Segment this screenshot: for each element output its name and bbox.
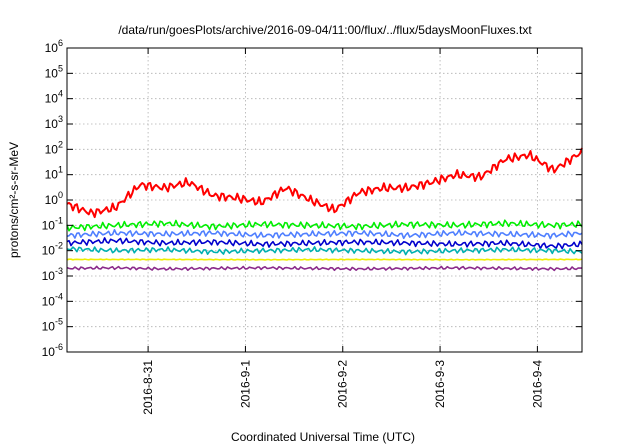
y-axis-label: protons/cm²-s-sr-MeV <box>7 142 21 258</box>
series-line <box>66 229 583 240</box>
y-tick-label: 104 <box>45 89 63 106</box>
x-axis-label: Coordinated Universal Time (UTC) <box>231 430 415 444</box>
y-tick-label: 105 <box>45 63 63 80</box>
x-tick-label: 2016-9-4 <box>530 360 544 408</box>
x-tick-label: 2016-9-2 <box>336 360 350 408</box>
y-tick-label: 10-3 <box>42 266 63 283</box>
series-line <box>66 258 583 261</box>
series-line <box>66 237 583 250</box>
y-tick-label: 10-4 <box>42 291 63 308</box>
x-axis: 2016-8-31 2016-9-1 2016-9-2 2016-9-3 2016-9-… <box>141 48 544 415</box>
x-tick-label: 2016-8-31 <box>141 360 155 415</box>
y-tick-label: 102 <box>45 139 63 156</box>
grid-lines <box>67 48 582 352</box>
y-tick-label: 100 <box>45 190 63 207</box>
y-axis: 10-6 10-5 10-4 10-3 10-2 10-1 100 101 102 103 104 1… <box>42 38 582 359</box>
series-layer <box>66 147 583 272</box>
y-tick-label: 10-2 <box>42 241 63 258</box>
series-line <box>66 265 583 272</box>
y-tick-label: 106 <box>45 38 63 55</box>
x-tick-label: 2016-9-3 <box>433 360 447 408</box>
y-tick-label: 10-6 <box>42 342 63 359</box>
x-tick-label: 2016-9-1 <box>238 360 252 408</box>
y-tick-label: 10-5 <box>42 317 63 334</box>
y-tick-label: 10-1 <box>42 215 63 232</box>
y-tick-label: 101 <box>45 165 63 182</box>
series-line <box>66 219 583 232</box>
series-line <box>66 246 583 256</box>
chart-title: /data/run/goesPlots/archive/2016-09-04/1… <box>118 23 532 37</box>
series-line <box>66 147 583 219</box>
y-tick-label: 103 <box>45 114 63 131</box>
